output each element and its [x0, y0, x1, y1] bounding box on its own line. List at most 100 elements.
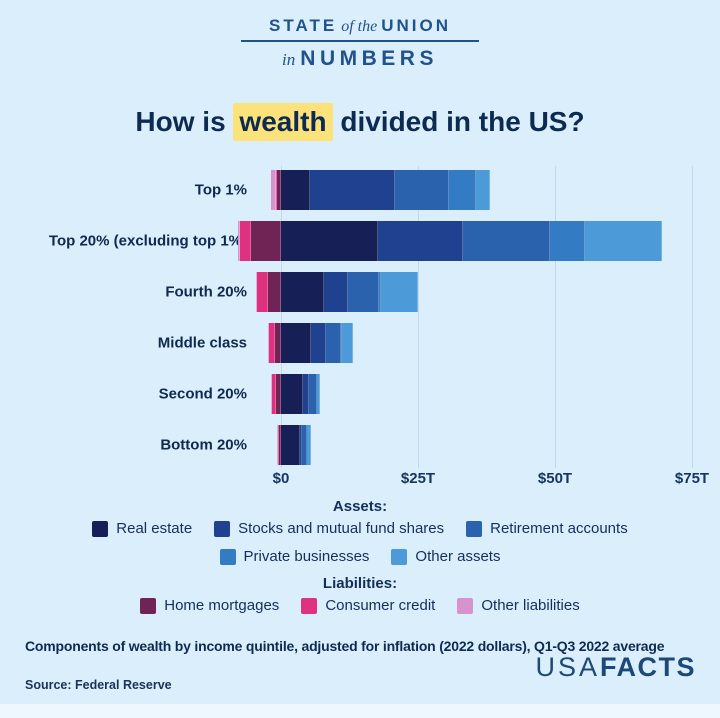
legend-row-assets-2: Private businesses Other assets — [0, 548, 720, 565]
legend-label-other-assets: Other assets — [415, 548, 501, 565]
bar-segment-other-liabilities — [271, 170, 276, 210]
legend-row-liabilities: Home mortgages Consumer credit Other liabi… — [0, 597, 720, 614]
bar-segment-other-assets — [585, 221, 662, 261]
title-post: divided in the US? — [340, 106, 585, 137]
legend-label-home-mortgages: Home mortgages — [164, 597, 280, 614]
logo-state: STATE — [269, 16, 338, 35]
bar-segment-other-liabilities — [268, 323, 270, 363]
bar-segment-consumer-credit — [271, 374, 277, 414]
bar-segment-home-mortgages — [250, 221, 281, 261]
bar-segment-other-liabilities — [237, 221, 240, 261]
bar-segment-other-assets — [381, 272, 418, 312]
bar-segment-real-estate — [281, 323, 311, 363]
bar-segment-home-mortgages — [278, 425, 281, 465]
legend-label-retirement-accounts: Retirement accounts — [490, 520, 628, 537]
bar-segment-retirement-accounts — [309, 374, 317, 414]
legend-swatch-other-liabilities — [457, 597, 474, 614]
bar-segment-private-businesses — [341, 323, 343, 363]
legend-item-other-liabilities: Other liabilities — [457, 597, 580, 614]
bar-segment-retirement-accounts — [301, 425, 307, 465]
bar-segment-home-mortgages — [274, 323, 281, 363]
legend-item-home-mortgages: Home mortgages — [140, 597, 279, 614]
bar-segment-other-assets — [475, 170, 490, 210]
source-note: Source: Federal Reserve — [25, 678, 172, 692]
bar-segment-private-businesses — [550, 221, 586, 261]
legend-assets-heading: Assets: — [332, 498, 388, 515]
bar-segment-other-liabilities — [276, 425, 278, 465]
bar-segment-other-assets — [307, 425, 312, 465]
bar-segment-other-liabilities — [271, 374, 273, 414]
legend-item-other-assets: Other assets — [391, 548, 500, 565]
bar-segment-consumer-credit — [239, 221, 251, 261]
legend-label-real-estate: Real estate — [116, 520, 193, 537]
x-axis: $0 $25T $50T $75T — [0, 470, 720, 492]
chart-title: How is wealth divided in the US? — [0, 103, 720, 141]
bar-segment-stocks-and-mutual-fund-shares — [377, 221, 463, 261]
bar-segment-home-mortgages — [276, 374, 281, 414]
bar-segment-stocks-and-mutual-fund-shares — [310, 323, 327, 363]
usafacts-logo: USAFACTS — [535, 652, 696, 683]
title-highlighted-word: wealth — [233, 103, 333, 141]
legend-item-private-businesses: Private businesses — [219, 548, 370, 565]
bar-segment-real-estate — [281, 221, 378, 261]
bar-segment-real-estate — [281, 374, 303, 414]
bar-segment-other-assets — [317, 374, 320, 414]
bottom-strip — [0, 704, 720, 718]
legend-label-other-liabilities: Other liabilities — [481, 597, 580, 614]
bar-segment-retirement-accounts — [348, 272, 379, 312]
bar-segment-real-estate — [281, 170, 311, 210]
category-label-top-20-excluding-top-1: Top 20% (excluding top 1%) — [48, 232, 247, 250]
bar-segment-private-businesses — [306, 425, 308, 465]
logo-divider-line — [241, 40, 479, 42]
category-label-fourth-20: Fourth 20% — [165, 283, 247, 301]
legend-swatch-real-estate — [92, 520, 109, 537]
logo-of-the: of the — [341, 18, 378, 35]
legend-label-stocks-and-mutual-fund-shares: Stocks and mutual fund shares — [238, 520, 445, 537]
gridline-25t — [418, 166, 419, 468]
usafacts-logo-facts: FACTS — [599, 652, 696, 682]
legend-swatch-private-businesses — [219, 548, 236, 565]
bar-segment-other-assets — [342, 323, 353, 363]
legend-swatch-other-assets — [391, 548, 408, 565]
x-tick-label-25t: $25T — [400, 470, 436, 487]
legend-item-consumer-credit: Consumer credit — [301, 597, 435, 614]
category-label-second-20: Second 20% — [158, 385, 247, 403]
bar-segment-private-businesses — [378, 272, 382, 312]
legend-swatch-retirement-accounts — [466, 520, 483, 537]
bar-segment-real-estate — [281, 425, 300, 465]
gridline-0 — [281, 166, 282, 468]
plot-area: Top 1% Top 20% (excluding top 1%) Fourth 2… — [0, 166, 720, 468]
bar-segment-consumer-credit — [275, 170, 278, 210]
logo-in: in — [282, 50, 296, 69]
bar-segment-stocks-and-mutual-fund-shares — [323, 272, 349, 312]
bar-segment-stocks-and-mutual-fund-shares — [302, 374, 310, 414]
bar-segment-other-liabilities — [255, 272, 257, 312]
x-tick-label-0: $0 — [272, 470, 290, 487]
legend-swatch-home-mortgages — [140, 597, 157, 614]
state-of-the-union-logo: STATE of the UNION in NUMBERS — [0, 16, 720, 71]
bar-segment-consumer-credit — [256, 272, 268, 312]
logo-line1: STATE of the UNION — [0, 16, 720, 36]
legend-liabilities-heading: Liabilities: — [322, 575, 398, 592]
bar-segment-stocks-and-mutual-fund-shares — [310, 170, 395, 210]
category-label-middle-class: Middle class — [157, 334, 247, 352]
logo-numbers: NUMBERS — [300, 47, 438, 70]
legend-label-private-businesses: Private businesses — [243, 548, 370, 565]
bar-segment-stocks-and-mutual-fund-shares — [299, 425, 302, 465]
gridline-75t — [692, 166, 693, 468]
legend-swatch-stocks-and-mutual-fund-shares — [214, 520, 231, 537]
chart-caption: Components of wealth by income quintile,… — [25, 638, 665, 654]
bar-segment-consumer-credit — [268, 323, 275, 363]
logo-union: UNION — [381, 16, 451, 35]
logo-line2: in NUMBERS — [0, 47, 720, 71]
bar-segment-private-businesses — [448, 170, 476, 210]
bar-segment-consumer-credit — [277, 425, 279, 465]
legend-item-real-estate: Real estate — [92, 520, 192, 537]
bar-segment-home-mortgages — [277, 170, 281, 210]
legend-swatch-consumer-credit — [301, 597, 318, 614]
gridline-50t — [555, 166, 556, 468]
bar-segment-retirement-accounts — [462, 221, 551, 261]
legend-label-consumer-credit: Consumer credit — [325, 597, 436, 614]
legend-row-assets-1: Real estate Stocks and mutual fund shares… — [0, 520, 720, 537]
